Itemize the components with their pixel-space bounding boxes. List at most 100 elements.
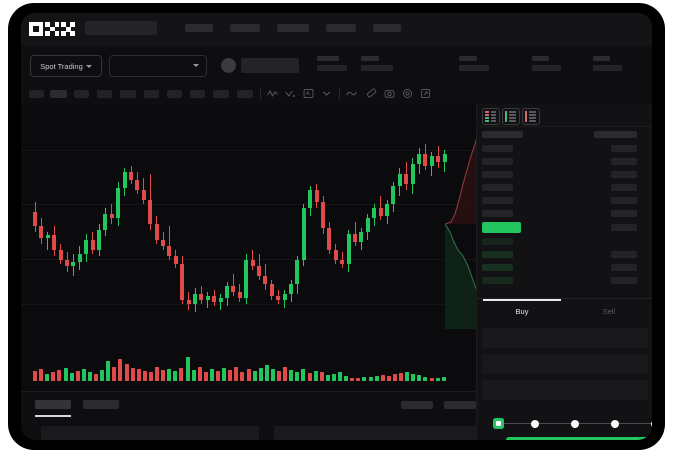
onboarding-stepper[interactable] — [489, 417, 652, 429]
stat-value — [532, 65, 561, 71]
interval-9[interactable] — [213, 90, 229, 98]
orderbook-view-bids[interactable] — [502, 108, 520, 125]
stat-value — [459, 65, 489, 71]
candle-body — [52, 235, 57, 250]
volume-bar — [283, 367, 288, 381]
price-field[interactable] — [482, 328, 648, 348]
orderbook-view-both[interactable] — [482, 108, 500, 125]
ruler-icon[interactable] — [365, 87, 378, 100]
active-tab-indicator — [483, 299, 561, 301]
stat-low-24h — [532, 56, 561, 71]
okx-logo[interactable] — [29, 22, 75, 36]
candlestick-chart[interactable] — [21, 104, 476, 329]
volume-bar — [411, 374, 416, 381]
interval-4[interactable] — [97, 90, 112, 98]
nav-item-4[interactable] — [326, 24, 356, 32]
interval-1[interactable] — [29, 90, 44, 98]
bottom-action-1[interactable] — [401, 401, 433, 409]
orderbook-bid-row[interactable] — [482, 264, 513, 271]
line-chart-icon[interactable] — [345, 87, 358, 100]
camera-icon[interactable] — [383, 87, 396, 100]
chart-gridline — [21, 150, 476, 151]
orderbook-bid-size — [611, 264, 637, 271]
volume-bar — [69, 373, 74, 381]
candle-body — [417, 154, 421, 164]
logo-o-glyph — [29, 22, 43, 36]
stepper-step-4[interactable] — [611, 419, 619, 428]
interval-10[interactable] — [237, 90, 253, 98]
interval-7[interactable] — [167, 90, 182, 98]
orderbook-spread-row[interactable] — [482, 222, 521, 233]
orderbook-spread-size — [611, 224, 637, 231]
volume-bar — [356, 378, 361, 381]
orderbook-ask-row[interactable] — [482, 171, 513, 178]
nav-item-1[interactable] — [185, 24, 213, 32]
tab-order-history[interactable] — [83, 400, 119, 409]
orderbook-ask-size — [611, 184, 637, 191]
orderbook-bid-row[interactable] — [482, 277, 513, 284]
amount-field[interactable] — [482, 354, 648, 374]
interval-2[interactable] — [50, 90, 67, 98]
volume-bar — [295, 372, 300, 381]
chart-gridline — [21, 204, 476, 205]
bottom-action-2[interactable] — [444, 401, 476, 409]
nav-item-2[interactable] — [230, 24, 260, 32]
market-type-selector[interactable]: Spot Trading — [30, 55, 102, 77]
candle-body — [135, 180, 140, 190]
fullscreen-icon[interactable] — [419, 87, 432, 100]
orderbook-ask-row[interactable] — [482, 158, 513, 165]
volume-bar — [118, 359, 123, 381]
tab-buy[interactable]: Buy — [515, 307, 529, 316]
primary-cta-button[interactable] — [506, 437, 652, 440]
compare-icon[interactable] — [284, 87, 297, 100]
stepper-step-1-active[interactable] — [493, 418, 504, 429]
bottom-panel — [21, 391, 490, 440]
chevron-down-icon — [85, 64, 92, 68]
candle-body — [205, 296, 210, 300]
candle-body — [321, 202, 325, 228]
volume-bar — [423, 377, 428, 381]
volume-bar — [344, 376, 349, 381]
stat-label — [317, 56, 339, 61]
tab-open-orders[interactable] — [35, 400, 71, 409]
orderbook-ask-row[interactable] — [482, 184, 513, 191]
stepper-step-3[interactable] — [571, 419, 579, 428]
stepper-step-5[interactable] — [651, 419, 652, 428]
candle-body — [340, 260, 345, 264]
orderbook-ask-row[interactable] — [482, 145, 513, 152]
market-type-label: Spot Trading — [40, 61, 83, 71]
orderbook-ask-row[interactable] — [482, 197, 513, 204]
interval-5[interactable] — [120, 90, 136, 98]
orderbook-view-asks[interactable] — [522, 108, 540, 125]
nav-item-3[interactable] — [277, 24, 309, 32]
orderbook-bid-row[interactable] — [482, 238, 513, 245]
candle-body — [385, 204, 389, 216]
chevron-down-icon[interactable] — [320, 87, 333, 100]
orderbook-bid-row[interactable] — [482, 251, 513, 258]
trading-pair-selector[interactable] — [109, 55, 207, 77]
volume-bar — [325, 375, 330, 381]
search-input[interactable] — [85, 21, 157, 35]
volume-bar — [374, 376, 379, 381]
candle-body — [180, 264, 185, 300]
volume-bar — [417, 375, 422, 381]
pair-name-label — [241, 58, 299, 73]
interval-8[interactable] — [190, 90, 205, 98]
candle-body — [436, 156, 441, 162]
settings-icon[interactable] — [401, 87, 414, 100]
candle-body — [327, 228, 332, 250]
stepper-step-2[interactable] — [531, 419, 539, 428]
orderbook-ask-row[interactable] — [482, 210, 513, 217]
templates-icon[interactable] — [302, 87, 315, 100]
candle-body — [212, 296, 217, 302]
tab-sell[interactable]: Sell — [602, 307, 616, 316]
candle-body — [58, 250, 63, 260]
interval-6[interactable] — [144, 90, 159, 98]
candle-body — [333, 250, 338, 260]
nav-item-5[interactable] — [373, 24, 401, 32]
interval-3[interactable] — [74, 90, 89, 98]
indicators-icon[interactable] — [266, 87, 279, 100]
volume-bar — [130, 368, 135, 381]
total-field[interactable] — [482, 380, 648, 400]
